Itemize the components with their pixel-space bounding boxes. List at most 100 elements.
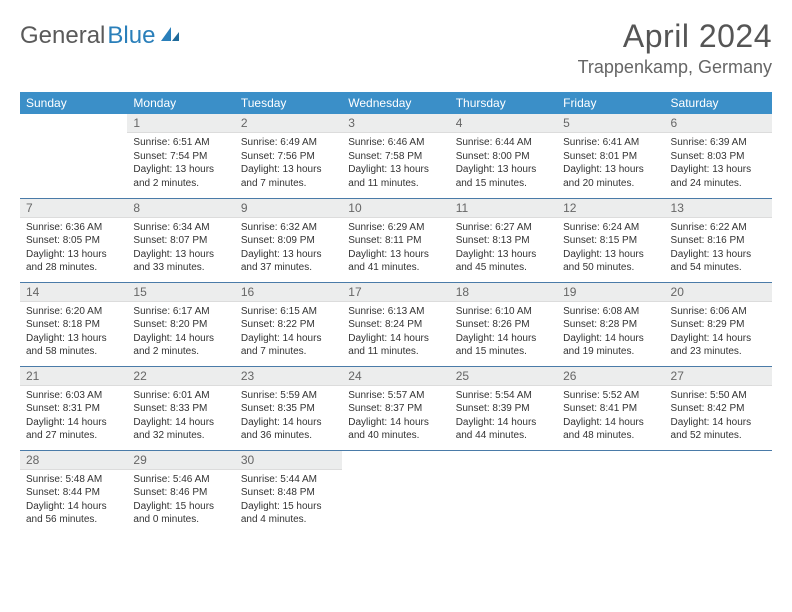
daylight-text-2: and 2 minutes. [133,345,228,359]
sunset-text: Sunset: 8:22 PM [241,318,336,332]
day-body: Sunrise: 5:44 AMSunset: 8:48 PMDaylight:… [235,470,342,530]
day-body: Sunrise: 6:06 AMSunset: 8:29 PMDaylight:… [665,302,772,362]
sunset-text: Sunset: 8:41 PM [563,402,658,416]
sunrise-text: Sunrise: 6:22 AM [671,221,766,235]
sunset-text: Sunset: 8:26 PM [456,318,551,332]
sunrise-text: Sunrise: 6:17 AM [133,305,228,319]
daylight-text-2: and 23 minutes. [671,345,766,359]
daylight-text-2: and 27 minutes. [26,429,121,443]
day-cell: 27Sunrise: 5:50 AMSunset: 8:42 PMDayligh… [665,366,772,450]
day-body: Sunrise: 5:48 AMSunset: 8:44 PMDaylight:… [20,470,127,530]
daylight-text-2: and 4 minutes. [241,513,336,527]
sunset-text: Sunset: 7:56 PM [241,150,336,164]
day-header-friday: Friday [557,92,664,114]
day-number: 26 [557,367,664,386]
day-cell: 30Sunrise: 5:44 AMSunset: 8:48 PMDayligh… [235,450,342,534]
sunset-text: Sunset: 8:28 PM [563,318,658,332]
day-cell: 17Sunrise: 6:13 AMSunset: 8:24 PMDayligh… [342,282,449,366]
sunrise-text: Sunrise: 6:36 AM [26,221,121,235]
day-body: Sunrise: 6:22 AMSunset: 8:16 PMDaylight:… [665,218,772,278]
day-number: 13 [665,199,772,218]
daylight-text-1: Daylight: 13 hours [348,248,443,262]
daylight-text-2: and 15 minutes. [456,345,551,359]
empty-day-cell [557,450,664,534]
day-number: 7 [20,199,127,218]
day-number: 8 [127,199,234,218]
day-body: Sunrise: 6:27 AMSunset: 8:13 PMDaylight:… [450,218,557,278]
day-body: Sunrise: 6:03 AMSunset: 8:31 PMDaylight:… [20,386,127,446]
daylight-text-2: and 7 minutes. [241,345,336,359]
day-number: 19 [557,283,664,302]
day-body: Sunrise: 5:57 AMSunset: 8:37 PMDaylight:… [342,386,449,446]
day-cell: 15Sunrise: 6:17 AMSunset: 8:20 PMDayligh… [127,282,234,366]
sunset-text: Sunset: 8:01 PM [563,150,658,164]
day-number: 27 [665,367,772,386]
sunrise-text: Sunrise: 5:46 AM [133,473,228,487]
daylight-text-1: Daylight: 14 hours [456,332,551,346]
sunset-text: Sunset: 8:13 PM [456,234,551,248]
day-cell: 21Sunrise: 6:03 AMSunset: 8:31 PMDayligh… [20,366,127,450]
day-number: 10 [342,199,449,218]
logo-sail-icon [159,22,181,50]
day-header-monday: Monday [127,92,234,114]
sunrise-text: Sunrise: 6:39 AM [671,136,766,150]
day-cell: 14Sunrise: 6:20 AMSunset: 8:18 PMDayligh… [20,282,127,366]
sunrise-text: Sunrise: 6:03 AM [26,389,121,403]
week-row: 21Sunrise: 6:03 AMSunset: 8:31 PMDayligh… [20,366,772,450]
day-body: Sunrise: 6:10 AMSunset: 8:26 PMDaylight:… [450,302,557,362]
day-cell: 16Sunrise: 6:15 AMSunset: 8:22 PMDayligh… [235,282,342,366]
week-row: 7Sunrise: 6:36 AMSunset: 8:05 PMDaylight… [20,198,772,282]
day-body: Sunrise: 6:13 AMSunset: 8:24 PMDaylight:… [342,302,449,362]
sunset-text: Sunset: 8:33 PM [133,402,228,416]
day-number: 20 [665,283,772,302]
day-header-saturday: Saturday [665,92,772,114]
sunset-text: Sunset: 8:05 PM [26,234,121,248]
empty-day-cell [450,450,557,534]
day-header-thursday: Thursday [450,92,557,114]
week-row: 1Sunrise: 6:51 AMSunset: 7:54 PMDaylight… [20,114,772,198]
day-body: Sunrise: 5:50 AMSunset: 8:42 PMDaylight:… [665,386,772,446]
day-cell: 24Sunrise: 5:57 AMSunset: 8:37 PMDayligh… [342,366,449,450]
month-title: April 2024 [578,18,772,55]
sunrise-text: Sunrise: 5:57 AM [348,389,443,403]
day-header-wednesday: Wednesday [342,92,449,114]
day-cell: 1Sunrise: 6:51 AMSunset: 7:54 PMDaylight… [127,114,234,198]
sunrise-text: Sunrise: 6:13 AM [348,305,443,319]
day-cell: 9Sunrise: 6:32 AMSunset: 8:09 PMDaylight… [235,198,342,282]
daylight-text-1: Daylight: 13 hours [563,248,658,262]
sunrise-text: Sunrise: 6:27 AM [456,221,551,235]
daylight-text-2: and 50 minutes. [563,261,658,275]
day-cell: 18Sunrise: 6:10 AMSunset: 8:26 PMDayligh… [450,282,557,366]
daylight-text-2: and 41 minutes. [348,261,443,275]
sunrise-text: Sunrise: 6:15 AM [241,305,336,319]
daylight-text-1: Daylight: 13 hours [133,248,228,262]
daylight-text-2: and 19 minutes. [563,345,658,359]
day-body: Sunrise: 5:52 AMSunset: 8:41 PMDaylight:… [557,386,664,446]
day-number: 18 [450,283,557,302]
day-number: 15 [127,283,234,302]
sunset-text: Sunset: 8:29 PM [671,318,766,332]
daylight-text-2: and 28 minutes. [26,261,121,275]
day-header-row: SundayMondayTuesdayWednesdayThursdayFrid… [20,92,772,114]
day-cell: 25Sunrise: 5:54 AMSunset: 8:39 PMDayligh… [450,366,557,450]
day-body: Sunrise: 6:08 AMSunset: 8:28 PMDaylight:… [557,302,664,362]
day-number: 28 [20,451,127,470]
day-number: 29 [127,451,234,470]
week-row: 14Sunrise: 6:20 AMSunset: 8:18 PMDayligh… [20,282,772,366]
daylight-text-1: Daylight: 14 hours [348,416,443,430]
daylight-text-2: and 11 minutes. [348,177,443,191]
day-number: 6 [665,114,772,133]
day-number: 25 [450,367,557,386]
day-number: 5 [557,114,664,133]
day-body: Sunrise: 5:54 AMSunset: 8:39 PMDaylight:… [450,386,557,446]
day-number: 4 [450,114,557,133]
day-body: Sunrise: 6:36 AMSunset: 8:05 PMDaylight:… [20,218,127,278]
daylight-text-2: and 40 minutes. [348,429,443,443]
day-body: Sunrise: 6:44 AMSunset: 8:00 PMDaylight:… [450,133,557,193]
sunrise-text: Sunrise: 5:50 AM [671,389,766,403]
sunrise-text: Sunrise: 5:52 AM [563,389,658,403]
daylight-text-1: Daylight: 14 hours [26,500,121,514]
sunset-text: Sunset: 8:20 PM [133,318,228,332]
sunset-text: Sunset: 8:37 PM [348,402,443,416]
day-cell: 20Sunrise: 6:06 AMSunset: 8:29 PMDayligh… [665,282,772,366]
